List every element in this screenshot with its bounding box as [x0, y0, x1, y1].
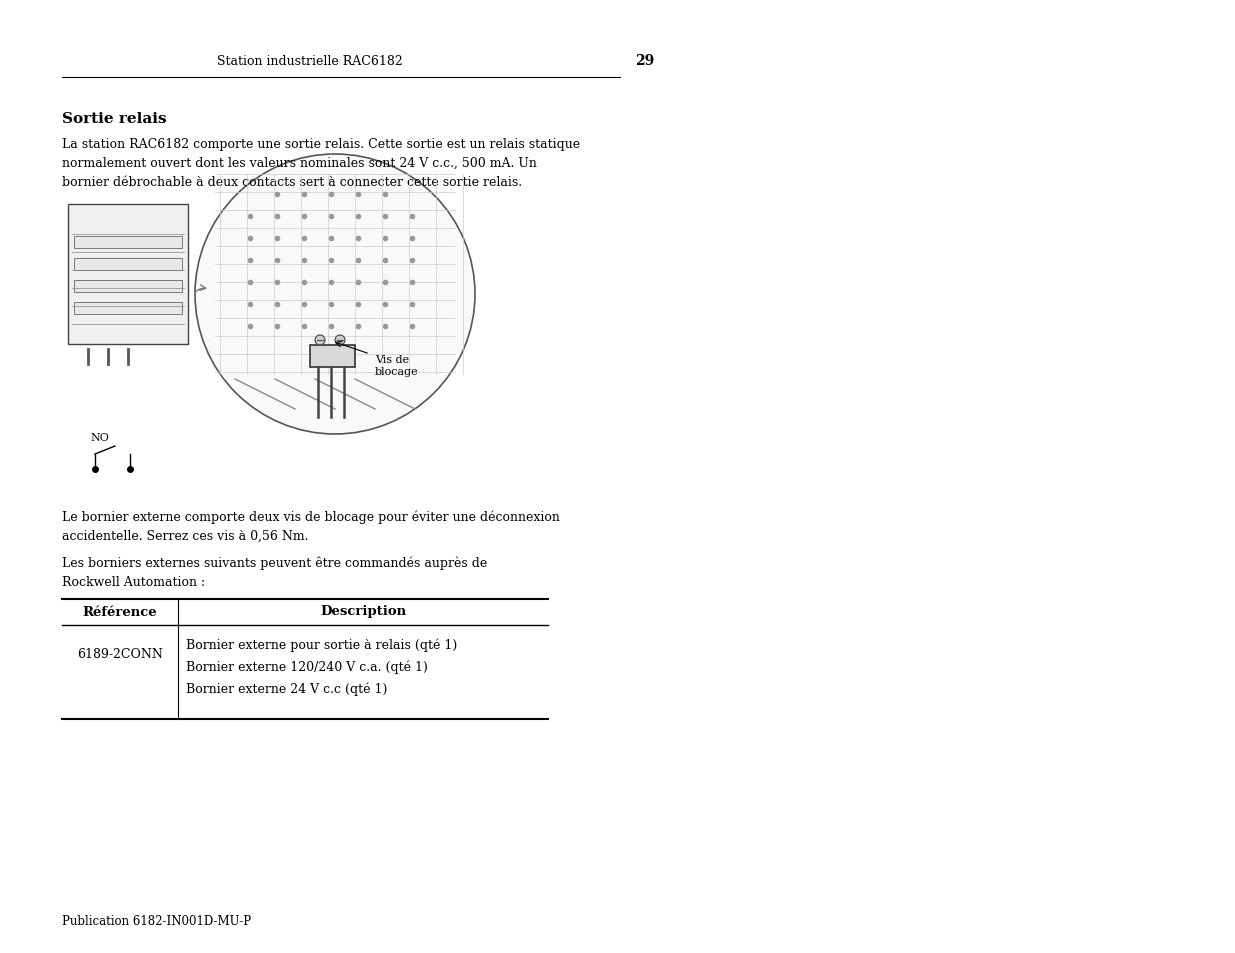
Text: Vis de
blocage: Vis de blocage	[375, 355, 419, 376]
Text: Référence: Référence	[83, 605, 157, 618]
Text: La station RAC6182 comporte une sortie relais. Cette sortie est un relais statiq: La station RAC6182 comporte une sortie r…	[62, 138, 580, 189]
Text: Description: Description	[320, 605, 406, 618]
Text: Les borniers externes suivants peuvent être commandés auprès de
Rockwell Automat: Les borniers externes suivants peuvent ê…	[62, 556, 488, 588]
Text: NO: NO	[90, 433, 109, 442]
Circle shape	[195, 154, 475, 435]
Bar	[68, 205, 188, 345]
Text: 29: 29	[635, 54, 655, 68]
Text: 6189-2CONN: 6189-2CONN	[77, 647, 163, 660]
Text: Publication 6182-IN001D-MU-P: Publication 6182-IN001D-MU-P	[62, 914, 251, 927]
Text: Bornier externe 24 V c.c (qté 1): Bornier externe 24 V c.c (qté 1)	[186, 681, 388, 695]
Text: Sortie relais: Sortie relais	[62, 112, 167, 126]
Bar	[74, 303, 182, 314]
Bar	[74, 236, 182, 249]
Text: Bornier externe pour sortie à relais (qté 1): Bornier externe pour sortie à relais (qt…	[186, 638, 457, 651]
Bar	[74, 281, 182, 293]
Bar	[74, 258, 182, 271]
Text: Bornier externe 120/240 V c.a. (qté 1): Bornier externe 120/240 V c.a. (qté 1)	[186, 659, 427, 673]
Text: Station industrielle RAC6182: Station industrielle RAC6182	[217, 55, 403, 68]
Circle shape	[315, 335, 325, 346]
Circle shape	[335, 335, 345, 346]
Bar	[310, 346, 354, 368]
Text: Le bornier externe comporte deux vis de blocage pour éviter une déconnexion
acci: Le bornier externe comporte deux vis de …	[62, 510, 559, 542]
